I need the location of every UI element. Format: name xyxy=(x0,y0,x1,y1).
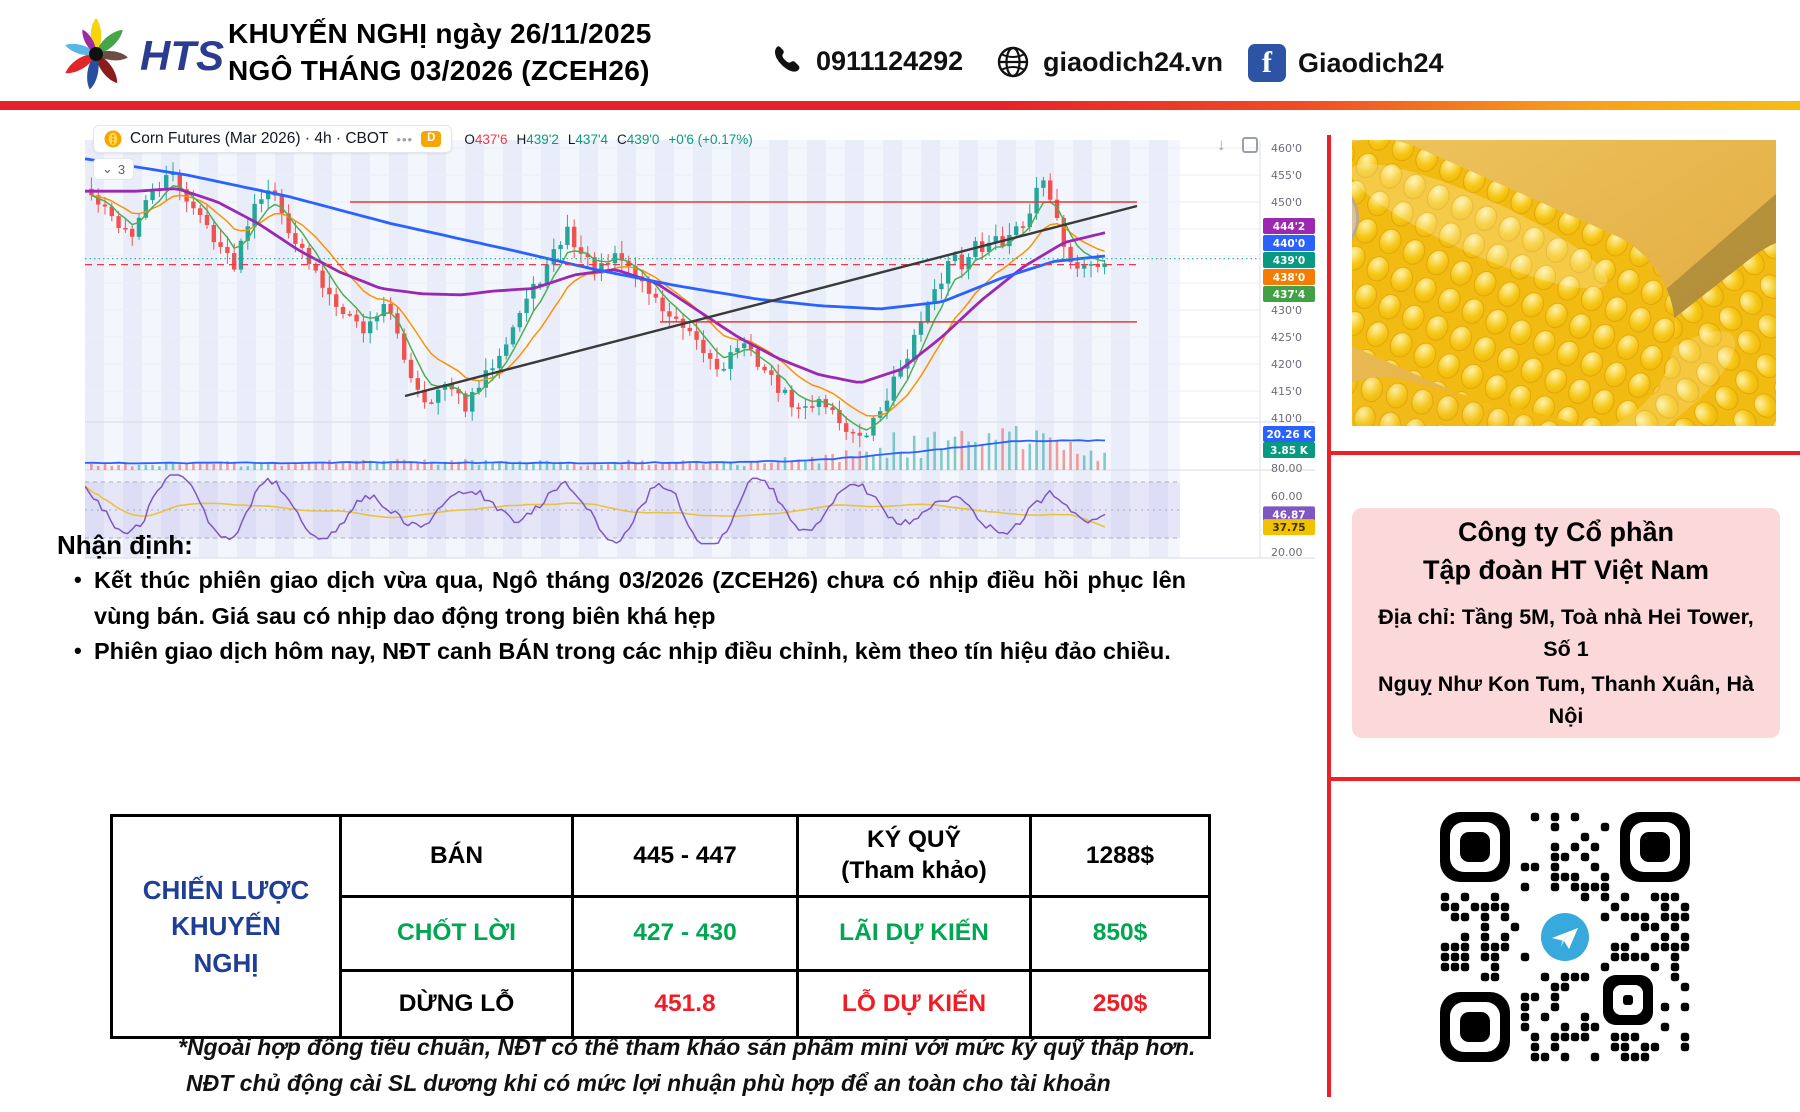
company-name: Tập đoàn HT Việt Nam xyxy=(1422,555,1710,586)
report-title: KHUYẾN NGHỊ ngày 26/11/2025 NGÔ THÁNG 03… xyxy=(228,16,652,90)
footnote-line: NĐT chủ động cài SL dương khi có mức lợi… xyxy=(186,1069,1111,1096)
svg-text:3.85 K: 3.85 K xyxy=(1270,445,1309,457)
table-cell-metric: LÃI DỰ KIẾN xyxy=(799,898,1029,969)
phone-icon xyxy=(775,46,800,72)
sidebar-divider xyxy=(1331,777,1800,781)
timeframe-badge[interactable]: D xyxy=(421,131,442,147)
svg-text:438'0: 438'0 xyxy=(1273,272,1305,284)
company-name: Công ty Cổ phần xyxy=(1458,517,1674,547)
svg-text:20.26 K: 20.26 K xyxy=(1266,429,1312,441)
change-value: +0'6 (+0.17%) xyxy=(668,131,753,147)
logo-pinwheel-icon xyxy=(65,18,128,90)
table-cell-range: 445 - 447 xyxy=(574,817,796,895)
phone-contact: 0911124292 xyxy=(770,44,963,78)
analysis-bullet: Phiên giao dịch hôm nay, NĐT canh BÁN tr… xyxy=(66,634,1186,670)
facebook-contact: f Giaodich24 xyxy=(1248,44,1444,82)
svg-text:460'0: 460'0 xyxy=(1271,142,1302,155)
chart-legend[interactable]: Corn Futures (Mar 2026) · 4h · CBOT ••• … xyxy=(93,125,453,153)
sidebar-divider xyxy=(1331,451,1800,455)
analysis-heading: Nhận định: xyxy=(57,530,193,560)
high-value: 439'2 xyxy=(526,131,559,147)
svg-text:37.75: 37.75 xyxy=(1272,522,1305,534)
candlestick-chart-canvas: 460'0 455'0 450'0 430'0 425'0 420'0 415'0 410'0… xyxy=(84,140,1315,559)
ohlc-readout: O437'6 H439'2 L437'4 C439'0 +0'6 (+0.17%… xyxy=(464,131,753,147)
analysis-bullets: Kết thúc phiên giao dịch vừa qua, Ngô th… xyxy=(66,563,1186,670)
svg-text:60.00: 60.00 xyxy=(1271,490,1303,503)
svg-text:20.00: 20.00 xyxy=(1271,546,1303,559)
table-cell-metric: KÝ QUỸ (Tham khảo) xyxy=(799,817,1029,895)
open-value: 437'6 xyxy=(474,131,508,147)
table-cell-range: 451.8 xyxy=(574,972,796,1036)
table-cell-action: BÁN xyxy=(342,817,571,895)
svg-text:437'4: 437'4 xyxy=(1273,289,1305,301)
telegram-qr-code[interactable] xyxy=(1440,812,1690,1062)
svg-text:430'0: 430'0 xyxy=(1271,304,1302,317)
table-cell-action: DỪNG LỖ xyxy=(342,972,571,1036)
strategy-table-title: CHIẾN LƯỢC KHUYẾN NGHỊ xyxy=(113,817,339,1036)
close-value: 439'0 xyxy=(626,131,660,147)
svg-text:440'0: 440'0 xyxy=(1273,238,1305,250)
table-cell-value: 1288$ xyxy=(1032,817,1208,895)
analysis-bullet: Kết thúc phiên giao dịch vừa qua, Ngô th… xyxy=(66,563,1186,634)
sidebar-vertical-divider xyxy=(1327,135,1331,1097)
svg-text:420'0: 420'0 xyxy=(1271,358,1302,371)
corn-photo xyxy=(1352,140,1776,426)
table-cell-action: CHỐT LỜI xyxy=(342,898,571,969)
legend-collapse-toggle[interactable]: ⌄ 3 xyxy=(93,158,135,180)
company-address: Địa chỉ: Tầng 5M, Toà nhà Hei Tower, Số … xyxy=(1378,605,1754,662)
globe-icon xyxy=(997,46,1029,78)
svg-text:410'0: 410'0 xyxy=(1271,412,1302,425)
svg-text:46.87: 46.87 xyxy=(1272,509,1305,521)
website-url[interactable]: giaodich24.vn xyxy=(1043,46,1224,77)
website-contact: giaodich24.vn xyxy=(995,44,1223,80)
footnotes: *Ngoài hợp đồng tiêu chuẩn, NĐT có thể t… xyxy=(178,1030,1195,1101)
facebook-name[interactable]: Giaodich24 xyxy=(1298,47,1444,78)
title-line-1: KHUYẾN NGHỊ ngày 26/11/2025 xyxy=(228,18,652,49)
trading-chart: 460'0 455'0 450'0 430'0 425'0 420'0 415'0 410'0… xyxy=(84,118,1315,573)
svg-text:80.00: 80.00 xyxy=(1271,462,1303,475)
svg-text:444'2: 444'2 xyxy=(1273,221,1305,233)
header-divider xyxy=(0,101,1800,110)
hts-logo: HTS xyxy=(65,18,224,90)
table-cell-value: 850$ xyxy=(1032,898,1208,969)
svg-text:450'0: 450'0 xyxy=(1271,196,1302,209)
download-icon[interactable]: ↓ xyxy=(1217,135,1226,154)
company-info-card: Công ty Cổ phần Tập đoàn HT Việt Nam Địa… xyxy=(1352,508,1780,738)
corn-symbol-icon xyxy=(104,130,122,148)
company-address: Nguỵ Như Kon Tum, Thanh Xuân, Hà Nội xyxy=(1378,671,1754,728)
table-cell-range: 427 - 430 xyxy=(574,898,796,969)
svg-text:439'0: 439'0 xyxy=(1273,255,1305,267)
phone-number[interactable]: 0911124292 xyxy=(816,45,964,76)
title-line-2: NGÔ THÁNG 03/2026 (ZCEH26) xyxy=(228,54,650,86)
chevron-down-icon: ⌄ xyxy=(102,161,113,176)
strategy-table: CHIẾN LƯỢC KHUYẾN NGHỊ BÁN 445 - 447 KÝ … xyxy=(110,814,1211,1039)
fullscreen-icon[interactable] xyxy=(1241,136,1258,153)
table-cell-metric: LỖ DỰ KIẾN xyxy=(799,972,1029,1036)
svg-text:455'0: 455'0 xyxy=(1271,169,1302,182)
legend-more-icon[interactable]: ••• xyxy=(396,131,414,147)
low-value: 437'4 xyxy=(575,131,609,147)
svg-text:415'0: 415'0 xyxy=(1271,385,1302,398)
svg-text:425'0: 425'0 xyxy=(1271,331,1302,344)
facebook-icon: f xyxy=(1248,44,1286,82)
indicator-count: 3 xyxy=(117,161,126,177)
logo-text: HTS xyxy=(140,32,224,79)
footnote-line: *Ngoài hợp đồng tiêu chuẩn, NĐT có thể t… xyxy=(178,1034,1196,1060)
table-cell-value: 250$ xyxy=(1032,972,1208,1036)
instrument-name: Corn Futures (Mar 2026) · 4h · CBOT xyxy=(130,130,389,147)
